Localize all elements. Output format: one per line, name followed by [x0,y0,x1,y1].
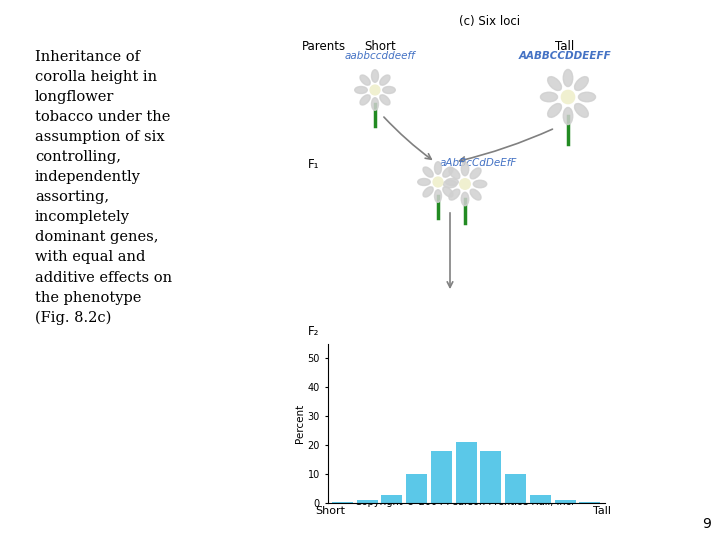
Text: Parents: Parents [302,40,346,53]
Ellipse shape [383,86,395,93]
Bar [554,501,576,503]
Ellipse shape [462,192,469,206]
Text: Short: Short [364,40,396,53]
Ellipse shape [563,107,572,125]
Text: F₂: F₂ [308,325,320,338]
Ellipse shape [470,189,481,200]
Ellipse shape [423,187,433,197]
Ellipse shape [449,189,460,200]
Ellipse shape [372,98,379,110]
Text: Copyright © 2004 Pearson Prentice Hall, Inc.: Copyright © 2004 Pearson Prentice Hall, … [355,497,574,507]
Ellipse shape [380,75,390,85]
Text: (c) Six loci: (c) Six loci [459,15,521,28]
Bar [480,451,501,503]
Ellipse shape [575,77,588,91]
Ellipse shape [360,75,370,85]
Text: 9: 9 [703,517,711,531]
Ellipse shape [548,104,562,117]
Ellipse shape [470,168,481,179]
Ellipse shape [541,92,557,102]
Text: Tall: Tall [555,40,575,53]
Text: aAbBcCdDeEfF: aAbBcCdDeEfF [439,158,517,168]
Ellipse shape [434,190,441,202]
Text: F₁: F₁ [308,158,320,171]
Ellipse shape [446,179,459,186]
Ellipse shape [355,86,367,93]
Ellipse shape [380,95,390,105]
Text: AABBCCDDEEFF: AABBCCDDEEFF [518,51,611,61]
Ellipse shape [372,70,379,82]
Ellipse shape [563,70,572,86]
Ellipse shape [443,187,453,197]
Circle shape [562,90,575,104]
Bar [530,495,551,503]
Ellipse shape [443,167,453,177]
Text: aabbccddeeff: aabbccddeeff [345,51,415,61]
Bar [406,474,427,503]
Ellipse shape [548,77,562,91]
Bar [505,474,526,503]
Ellipse shape [578,92,595,102]
Bar [431,451,452,503]
Ellipse shape [360,95,370,105]
Bar [456,442,477,503]
Text: Inheritance of
corolla height in
longflower
tobacco under the
assumption of six
: Inheritance of corolla height in longflo… [35,50,172,325]
Ellipse shape [418,179,431,186]
Y-axis label: Percent: Percent [294,404,305,443]
Ellipse shape [462,162,469,176]
Bar [332,502,353,503]
Ellipse shape [575,104,588,117]
Circle shape [433,177,443,187]
Bar [356,501,378,503]
Bar [580,502,600,503]
Ellipse shape [473,180,487,188]
Ellipse shape [444,180,456,188]
Ellipse shape [423,167,433,177]
Bar [382,495,402,503]
Ellipse shape [434,161,441,174]
Circle shape [460,179,470,189]
Circle shape [370,85,380,95]
Ellipse shape [449,168,460,179]
